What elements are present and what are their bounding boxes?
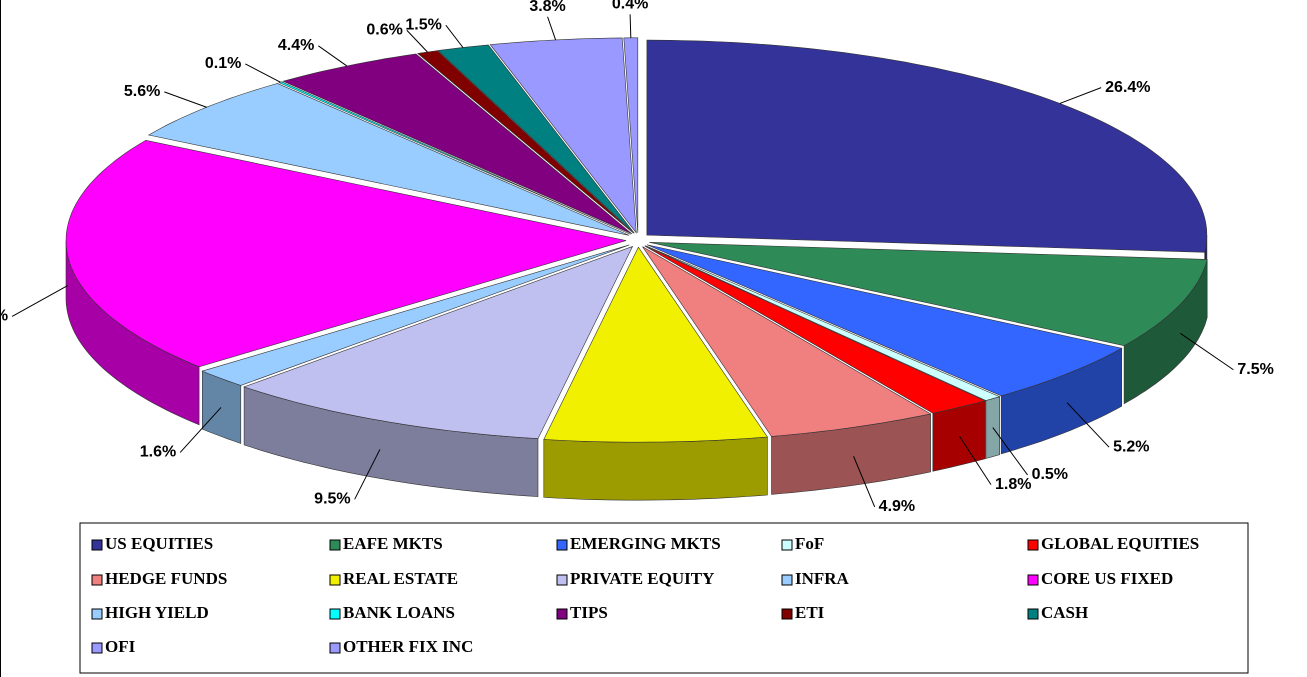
- legend-label: HEDGE FUNDS: [105, 569, 227, 588]
- legend-label: CORE US FIXED: [1041, 569, 1173, 588]
- leader-line: [406, 29, 428, 53]
- data-label: 26.4%: [1105, 79, 1150, 96]
- legend-swatch: [91, 642, 103, 654]
- slice: [243, 245, 634, 439]
- leader-line: [1059, 87, 1102, 104]
- data-label: 4.4%: [278, 37, 314, 54]
- legend-label: OFI: [105, 637, 136, 656]
- slice: [642, 246, 932, 437]
- leader-line: [853, 456, 876, 508]
- data-label: 0.6%: [366, 21, 402, 38]
- legend-swatch: [781, 574, 793, 586]
- legend-swatch: [329, 574, 341, 586]
- data-label: 1.5%: [405, 16, 441, 33]
- legend-label: TIPS: [570, 603, 608, 622]
- legend-label: REAL ESTATE: [343, 569, 458, 588]
- slice-side: [543, 436, 768, 501]
- legend-label: INFRA: [795, 569, 850, 588]
- leader-line: [179, 407, 222, 453]
- legend-swatch: [1027, 608, 1039, 620]
- data-label: 0.4%: [612, 0, 648, 13]
- slice: [65, 139, 627, 368]
- legend-label: ETI: [795, 603, 825, 622]
- leader-line: [354, 449, 381, 500]
- slice: [649, 241, 1208, 347]
- data-label: 4.9%: [879, 498, 915, 515]
- slice: [147, 83, 630, 236]
- legend-swatch: [1027, 574, 1039, 586]
- pie-sides: [65, 235, 1208, 501]
- legend-label: GLOBAL EQUITIES: [1041, 534, 1199, 553]
- legend-swatch: [329, 539, 341, 551]
- legend-swatch: [1027, 539, 1039, 551]
- leader-line: [992, 427, 1028, 476]
- legend-label: FoF: [795, 534, 824, 553]
- legend-swatch: [329, 642, 341, 654]
- legend-swatch: [91, 539, 103, 551]
- slice: [646, 39, 1208, 253]
- slice: [278, 81, 631, 235]
- legend-swatch: [91, 608, 103, 620]
- leader-line: [959, 435, 992, 485]
- legend-label: US EQUITIES: [105, 534, 213, 553]
- data-label: 0.5%: [1032, 466, 1068, 483]
- data-label: 1.6%: [140, 444, 176, 461]
- slice-side: [985, 396, 1000, 459]
- slice: [201, 244, 630, 386]
- legend-label: EMERGING MKTS: [570, 534, 721, 553]
- legend-label: OTHER FIX INC: [343, 637, 473, 656]
- data-label: 1.8%: [995, 476, 1031, 493]
- legend-label: CASH: [1041, 603, 1088, 622]
- data-label: 19.8%: [0, 308, 8, 325]
- data-label: 0.1%: [205, 55, 241, 72]
- leader-line: [164, 91, 207, 108]
- slice: [644, 245, 987, 414]
- legend-swatch: [556, 608, 568, 620]
- legend-label: PRIVATE EQUITY: [570, 569, 714, 588]
- data-label: 5.2%: [1113, 438, 1149, 455]
- legend-swatch: [556, 574, 568, 586]
- leader-line: [1180, 332, 1234, 371]
- legend-swatch: [556, 539, 568, 551]
- legend-swatch: [781, 608, 793, 620]
- legend-label: EAFE MKTS: [343, 534, 443, 553]
- slice: [646, 244, 1123, 397]
- leader-line: [318, 45, 348, 67]
- leader-line: [445, 24, 464, 48]
- data-label: 3.8%: [529, 0, 565, 15]
- slice: [543, 246, 768, 443]
- leader-line: [11, 285, 69, 317]
- data-label: 7.5%: [1237, 361, 1273, 378]
- legend-swatch: [781, 539, 793, 551]
- pie: [65, 37, 1208, 501]
- legend-label: HIGH YIELD: [105, 603, 209, 622]
- pie-tops: [65, 37, 1208, 443]
- slice: [282, 53, 633, 235]
- slice: [645, 245, 1001, 401]
- data-label: 9.5%: [314, 491, 350, 508]
- legend-label: BANK LOANS: [343, 603, 455, 622]
- legend-box: [79, 522, 1249, 674]
- legend-swatch: [329, 608, 341, 620]
- leader-line: [1066, 402, 1110, 448]
- leader-line: [547, 16, 557, 41]
- data-label: 5.6%: [124, 83, 160, 100]
- leader-line: [629, 14, 632, 38]
- legend-swatch: [91, 574, 103, 586]
- leader-line: [245, 63, 281, 83]
